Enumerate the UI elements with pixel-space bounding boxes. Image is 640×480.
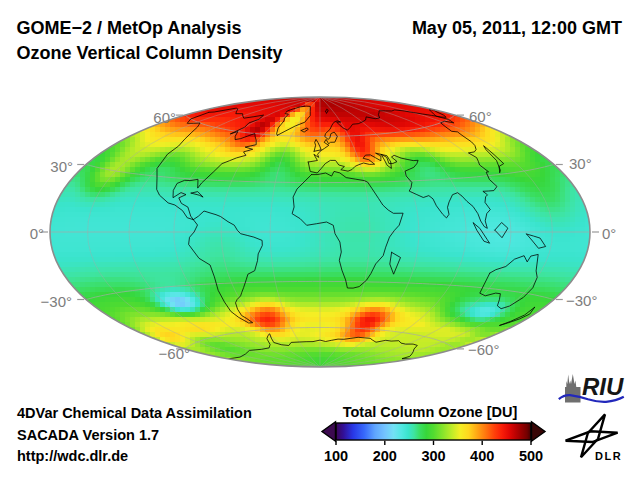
svg-text:400: 400 xyxy=(470,448,494,464)
svg-text:−60°: −60° xyxy=(468,341,499,358)
svg-text:Total Column Ozone [DU]: Total Column Ozone [DU] xyxy=(343,404,518,420)
svg-text:−30°: −30° xyxy=(566,292,597,309)
svg-text:SACADA Version 1.7: SACADA Version 1.7 xyxy=(17,427,159,443)
svg-text:60°: 60° xyxy=(153,109,176,126)
svg-text:Ozone Vertical Column Density: Ozone Vertical Column Density xyxy=(17,43,283,63)
svg-text:RIU: RIU xyxy=(582,373,624,400)
svg-text:100: 100 xyxy=(324,448,348,464)
svg-text:http://wdc.dlr.de: http://wdc.dlr.de xyxy=(17,448,128,464)
svg-text:300: 300 xyxy=(421,448,445,464)
svg-text:4DVar Chemical Data Assimilati: 4DVar Chemical Data Assimilation xyxy=(17,405,252,421)
svg-text:GOME−2 / MetOp Analysis: GOME−2 / MetOp Analysis xyxy=(17,18,242,38)
svg-text:0°: 0° xyxy=(30,225,44,242)
svg-text:30°: 30° xyxy=(569,155,592,172)
svg-text:60°: 60° xyxy=(469,108,492,125)
svg-text:500: 500 xyxy=(519,448,543,464)
svg-text:200: 200 xyxy=(373,448,397,464)
svg-text:30°: 30° xyxy=(50,158,73,175)
svg-text:DLR: DLR xyxy=(595,450,622,462)
svg-text:May 05, 2011, 12:00 GMT: May 05, 2011, 12:00 GMT xyxy=(412,18,622,38)
svg-text:0°: 0° xyxy=(602,225,616,242)
svg-text:−30°: −30° xyxy=(41,293,72,310)
svg-text:−60°: −60° xyxy=(159,345,190,362)
